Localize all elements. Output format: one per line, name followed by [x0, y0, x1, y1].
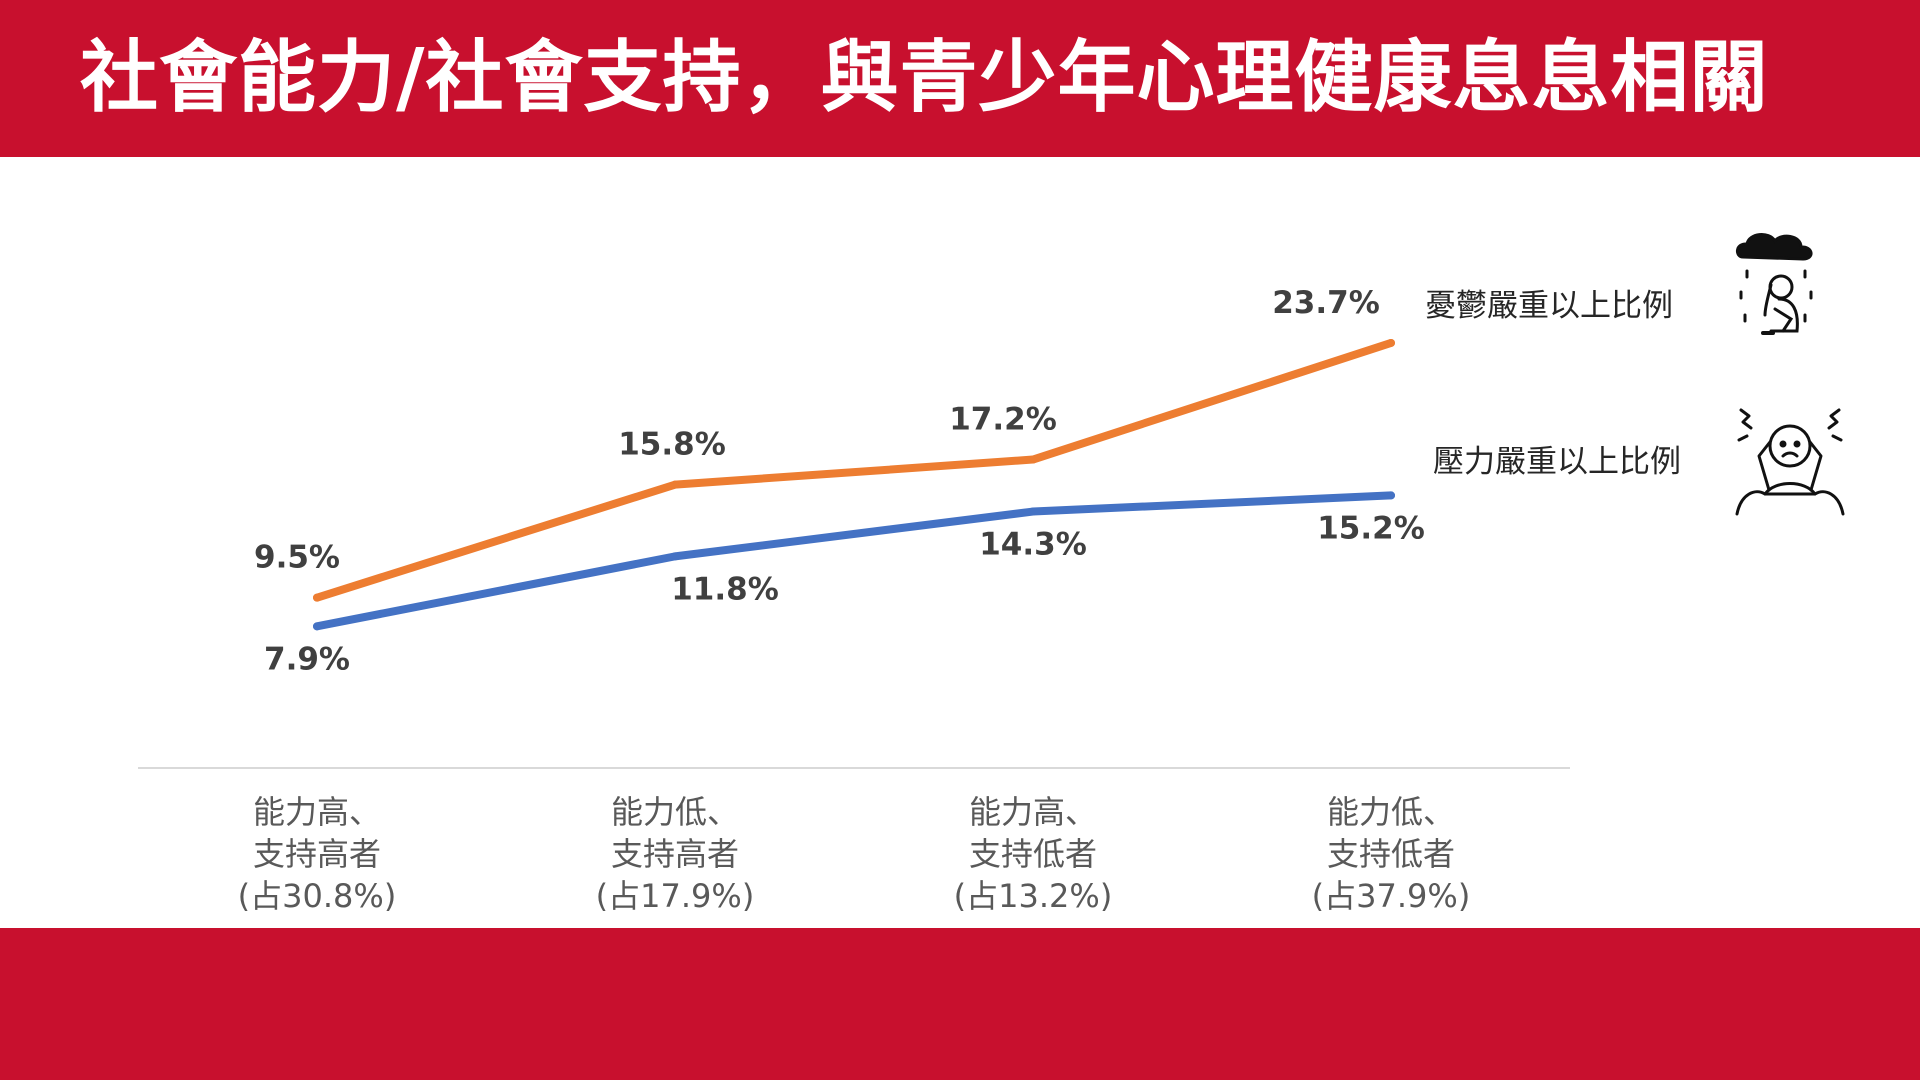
data-point [1029, 455, 1037, 464]
x-tick-label: 支持低者 [1327, 835, 1455, 873]
data-label: 14.3% [979, 527, 1087, 563]
data-label: 15.2% [1317, 510, 1425, 546]
slide-title: 社會能力/社會支持，與青少年心理健康息息相關 [80, 33, 1769, 123]
footer-bar [0, 928, 1920, 1080]
x-tick-label: 支持低者 [969, 835, 1097, 873]
sad-person-rain-icon [1736, 233, 1813, 335]
x-tick-label: 能力高、 [969, 793, 1097, 831]
x-tick-label: 支持高者 [253, 835, 381, 873]
x-tick-label: (占37.9%) [1312, 877, 1471, 915]
x-tick-label: 能力低、 [1327, 793, 1455, 831]
title-bar: 社會能力/社會支持，與青少年心理健康息息相關 [0, 0, 1920, 157]
series-line-depression [313, 338, 1395, 602]
data-point [671, 552, 679, 561]
x-tick-label: (占17.9%) [596, 877, 755, 915]
data-point [1387, 491, 1395, 500]
stressed-person-icon [1735, 408, 1845, 516]
data-label: 9.5% [254, 540, 340, 576]
data-label: 23.7% [1272, 285, 1380, 321]
series-lines [313, 338, 1395, 631]
data-point [313, 622, 321, 631]
data-label: 17.2% [949, 402, 1057, 438]
data-point [1029, 507, 1037, 516]
data-point [1387, 338, 1395, 347]
data-point [671, 480, 679, 489]
data-label: 15.8% [618, 427, 726, 463]
data-label: 11.8% [671, 571, 779, 607]
legend-label-depression: 憂鬱嚴重以上比例 [1425, 288, 1673, 324]
series-line-stress [313, 491, 1395, 631]
x-tick-label: 能力低、 [611, 793, 739, 831]
legend: 憂鬱嚴重以上比例 壓力嚴重以上比例 [1425, 233, 1845, 516]
data-label: 7.9% [264, 641, 350, 677]
data-point [313, 593, 321, 602]
x-tick-label: (占30.8%) [238, 877, 397, 915]
category-labels: 能力高、支持高者 (占30.8%) 能力低、支持高者 (占17.9%) 能力高、支持低者… [238, 793, 1471, 915]
x-tick-label: 能力高、 [253, 793, 381, 831]
x-tick-label: 支持高者 [611, 835, 739, 873]
data-labels: 9.5% 15.8% 17.2% 23.7% 7.9% 11.8% 14.3% 15.2% [254, 285, 1425, 677]
x-tick-label: (占13.2%) [954, 877, 1113, 915]
legend-label-stress: 壓力嚴重以上比例 [1433, 444, 1681, 480]
